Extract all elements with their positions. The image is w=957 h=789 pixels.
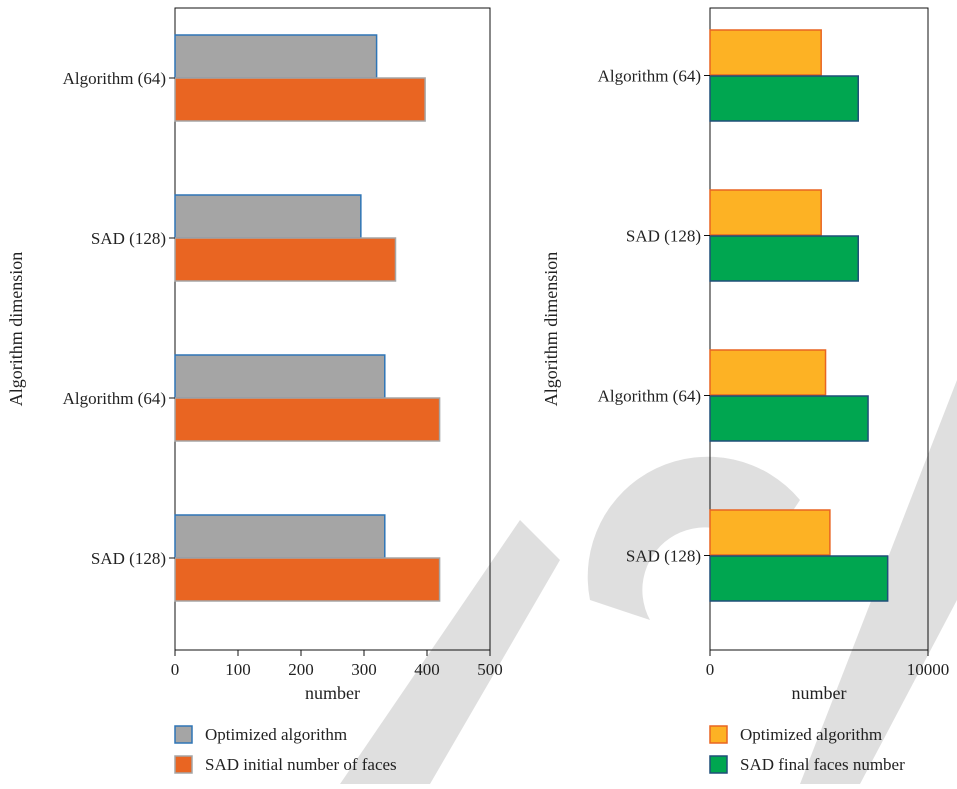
legend-swatch — [174, 755, 193, 774]
bar-optimized-4 — [174, 514, 386, 559]
category-label: SAD (128) — [626, 547, 701, 566]
plot-frame — [709, 7, 929, 651]
chart-panel-2: Algorithm (64) SAD (128) Algorithm (64) SAD… — [541, 7, 950, 774]
legend-swatch — [709, 755, 728, 774]
category-label: SAD (128) — [91, 549, 166, 568]
bar-optimized-1 — [174, 34, 378, 79]
category-label: SAD (128) — [91, 229, 166, 248]
x-axis-label: number — [305, 683, 360, 703]
chart-panel-1: Algorithm (64) SAD (128) Algorithm (64) SAD… — [6, 7, 503, 774]
legend-label: SAD final faces number — [740, 755, 905, 774]
y-axis-label: Algorithm dimension — [541, 252, 561, 407]
x-tick-label: 10000 — [907, 660, 950, 679]
category-label: Algorithm (64) — [598, 387, 701, 406]
legend-swatch — [174, 725, 193, 744]
bar-optimized-3 — [174, 354, 386, 399]
bar-sad-3 — [709, 395, 869, 442]
bar-sad-1 — [709, 75, 859, 122]
x-tick-label: 200 — [288, 660, 314, 679]
x-axis-label: number — [792, 683, 847, 703]
legend-label: Optimized algorithm — [205, 725, 347, 744]
x-tick-label: 500 — [477, 660, 503, 679]
x-tick-label: 100 — [225, 660, 251, 679]
category-label: Algorithm (64) — [598, 67, 701, 86]
bar-sad-2 — [174, 237, 397, 282]
bar-sad-3 — [174, 397, 441, 442]
category-label: SAD (128) — [626, 227, 701, 246]
watermark-shape — [340, 380, 957, 784]
x-tick-label: 0 — [706, 660, 715, 679]
bar-sad-4 — [709, 555, 889, 602]
bar-sad-1 — [174, 77, 426, 122]
category-label: Algorithm (64) — [63, 69, 166, 88]
bar-optimized-2 — [174, 194, 362, 239]
x-tick-label: 0 — [171, 660, 180, 679]
x-tick-label: 400 — [414, 660, 440, 679]
bar-sad-2 — [709, 235, 859, 282]
legend-label: Optimized algorithm — [740, 725, 882, 744]
bar-optimized-1 — [709, 29, 822, 76]
legend-label: SAD initial number of faces — [205, 755, 397, 774]
plot-frame — [174, 7, 491, 651]
bar-sad-4 — [174, 557, 441, 602]
x-tick-label: 300 — [351, 660, 377, 679]
bar-optimized-3 — [709, 349, 827, 396]
y-axis-label: Algorithm dimension — [6, 252, 26, 407]
retracted-watermark — [340, 380, 957, 784]
bar-optimized-4 — [709, 509, 831, 556]
bar-optimized-2 — [709, 189, 822, 236]
legend-swatch — [709, 725, 728, 744]
category-label: Algorithm (64) — [63, 389, 166, 408]
